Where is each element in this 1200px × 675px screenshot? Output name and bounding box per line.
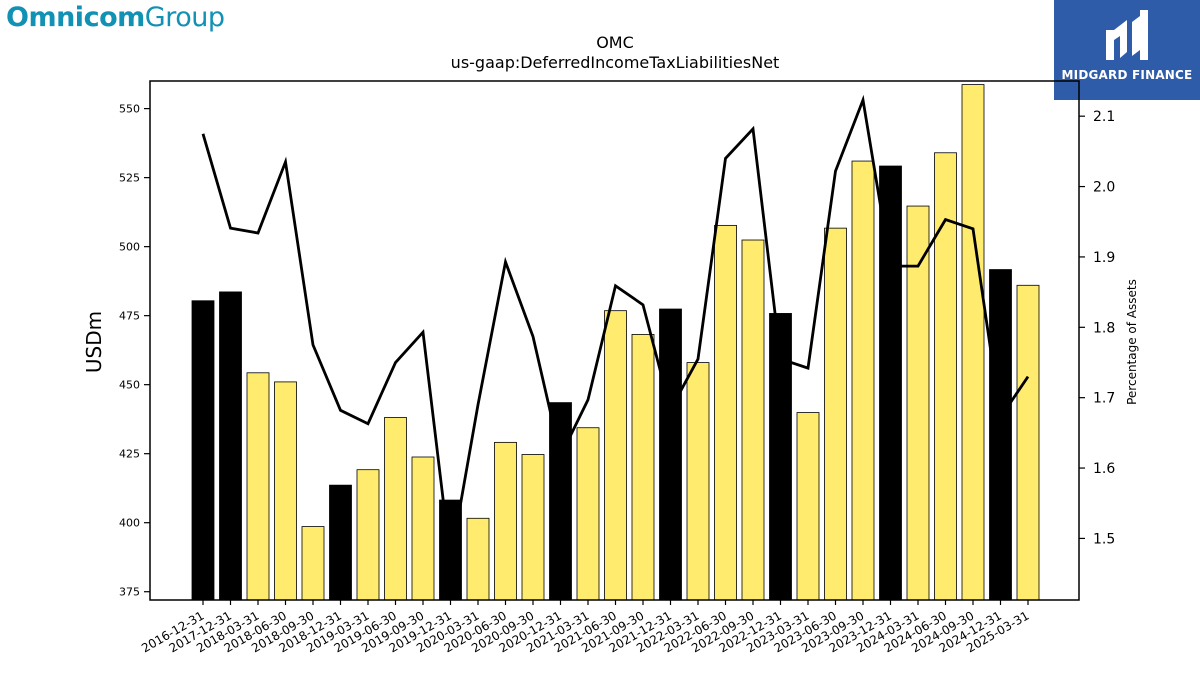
bar-series: [191, 84, 1040, 601]
y2-tick-label-2: 2.0: [1093, 180, 1115, 196]
bar-2022-06-30: [714, 224, 737, 601]
bar-2020-09-30: [521, 454, 545, 601]
bar-2021-12-31: [659, 308, 682, 601]
bar-2019-03-31: [356, 469, 380, 601]
y-tick-label-375: 375: [119, 586, 140, 599]
y-tick-label-525: 525: [119, 172, 140, 185]
bar-2021-03-31: [576, 427, 600, 601]
y-tick-label-400: 400: [119, 517, 140, 530]
y-tick-label-500: 500: [119, 241, 140, 254]
bar-2025-03-31: [1016, 284, 1040, 601]
y2-tick-label-2.1: 2.1: [1093, 109, 1115, 125]
bar-2018-03-31: [246, 372, 270, 601]
y2-tick-label-1.5: 1.5: [1093, 531, 1115, 547]
bar-2020-06-30: [494, 441, 517, 601]
line-series: [201, 94, 1030, 562]
bar-2020-03-31: [466, 517, 490, 601]
y2-tick-label-1.9: 1.9: [1093, 250, 1115, 266]
y2-tick-label-1.8: 1.8: [1093, 320, 1115, 336]
bar-2020-12-31: [549, 402, 572, 601]
bar-2023-09-30: [851, 160, 875, 601]
percentage-of-assets-line: [201, 94, 1030, 562]
bar-2024-12-31: [989, 269, 1012, 601]
midgard-logo-icon: [1106, 10, 1148, 60]
y-tick-label-425: 425: [119, 448, 140, 461]
bar-2016-12-31: [191, 300, 215, 601]
omnicom-logo: OmnicomGroup: [6, 2, 225, 33]
y-axis-label: USDm: [82, 311, 106, 373]
midgard-badge-text: MIDGARD FINANCE: [1061, 68, 1193, 82]
bar-2018-09-30: [301, 526, 325, 601]
y-tick-label-475: 475: [119, 310, 140, 323]
omnicom-logo-bold: Omnicom: [6, 2, 145, 33]
bar-2017-12-31: [219, 291, 242, 601]
bar-2022-09-30: [741, 239, 765, 601]
y2-tick-label-1.7: 1.7: [1093, 391, 1115, 407]
y2-tick-label-1.6: 1.6: [1093, 461, 1115, 477]
bar-2019-06-30: [384, 417, 407, 601]
plot-frame: [149, 80, 1080, 601]
bar-2023-12-31: [879, 165, 902, 601]
bar-2019-09-30: [411, 456, 435, 601]
bar-2024-09-30: [961, 84, 985, 601]
bar-2018-12-31: [329, 484, 352, 601]
bar-2021-06-30: [604, 310, 627, 601]
y2-axis-label: Percentage of Assets: [1125, 279, 1139, 405]
y-tick-label-450: 450: [119, 379, 140, 392]
chart-subtitle: us-gaap:DeferredIncomeTaxLiabilitiesNet: [451, 53, 780, 72]
omnicom-logo-light: Group: [144, 2, 225, 33]
y-tick-label-550: 550: [119, 103, 140, 116]
bar-2023-06-30: [824, 227, 847, 601]
midgard-badge: MIDGARD FINANCE: [1054, 0, 1200, 100]
bar-2021-09-30: [631, 334, 655, 601]
chart-title: OMC: [596, 33, 634, 52]
bar-2022-03-31: [686, 362, 710, 601]
bar-2018-06-30: [274, 381, 297, 601]
bar-2023-03-31: [796, 412, 820, 601]
